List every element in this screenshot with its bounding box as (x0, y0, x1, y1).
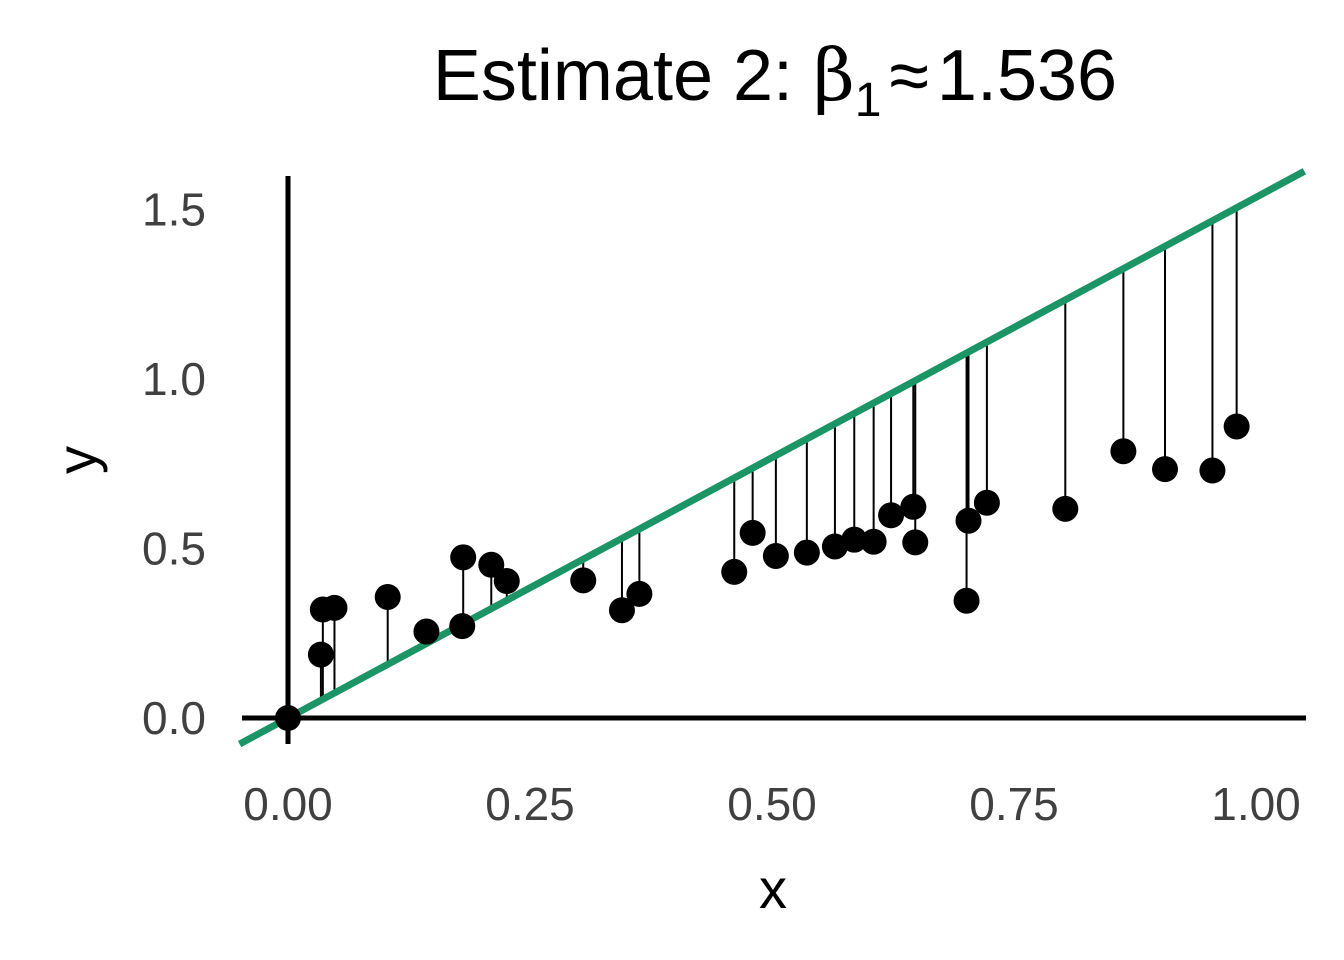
data-point (478, 551, 505, 578)
data-point (1199, 457, 1226, 484)
data-point (374, 583, 401, 610)
data-point (493, 568, 520, 595)
data-point (902, 529, 929, 556)
y-tick-label: 0.0 (142, 692, 206, 744)
x-tick-label: 0.50 (727, 778, 817, 830)
data-point (275, 705, 301, 731)
chart-title: Estimate 2: β1 ≈1.536 (433, 33, 1117, 127)
x-axis-label: x (759, 857, 787, 920)
data-point (762, 542, 789, 569)
y-tick-label: 1.0 (142, 353, 206, 405)
data-point (413, 618, 440, 645)
y-tick-labels: 0.0 0.5 1.0 1.5 (142, 184, 206, 745)
data-point (307, 641, 334, 668)
data-point (841, 526, 868, 553)
data-point (1052, 495, 1079, 522)
x-tick-label: 0.00 (243, 778, 333, 830)
data-point (570, 567, 597, 594)
data-point (973, 489, 1000, 516)
data-points (275, 413, 1250, 731)
y-tick-label: 1.5 (142, 184, 206, 236)
data-point (860, 528, 887, 555)
data-point (953, 587, 980, 614)
data-point (739, 519, 766, 546)
y-tick-label: 0.5 (142, 523, 206, 575)
x-tick-labels: 0.00 0.25 0.50 0.75 1.00 (243, 778, 1301, 830)
data-point (1110, 438, 1137, 465)
y-axis-label: y (45, 446, 108, 474)
data-point (626, 580, 653, 607)
plot-area (237, 168, 1307, 748)
data-point (449, 613, 476, 640)
data-point (321, 594, 348, 621)
data-point (450, 544, 477, 571)
data-point (878, 502, 905, 529)
data-point (900, 493, 927, 520)
data-point (793, 539, 820, 566)
data-point (1223, 413, 1250, 440)
fit-line (237, 168, 1307, 748)
data-point (721, 558, 748, 585)
x-tick-label: 0.25 (485, 778, 575, 830)
data-point (1152, 456, 1179, 483)
x-tick-label: 0.75 (969, 778, 1059, 830)
x-tick-label: 1.00 (1211, 778, 1301, 830)
data-point (955, 507, 982, 534)
data-point (608, 597, 635, 624)
